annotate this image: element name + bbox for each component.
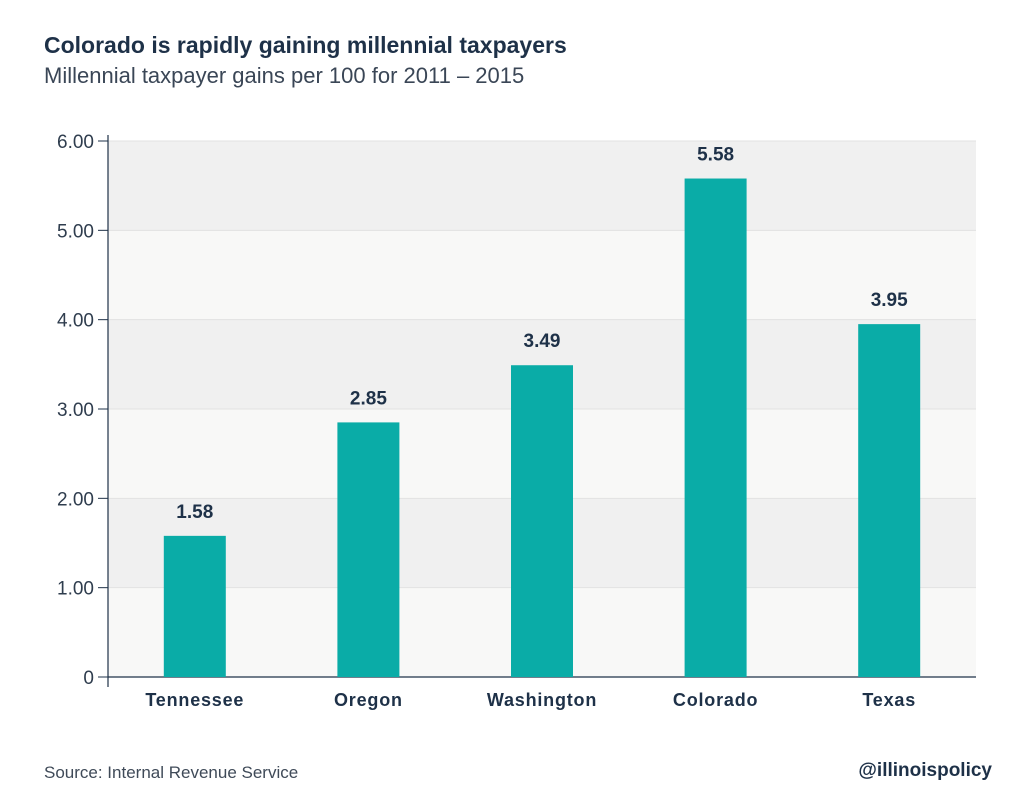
data-label: 5.58	[697, 145, 734, 166]
bar-colorado	[684, 178, 747, 677]
y-tick-label: 0	[83, 668, 94, 689]
y-tick-label: 6.00	[57, 132, 94, 153]
bar-oregon	[337, 422, 400, 677]
bar-tennessee	[163, 535, 226, 677]
data-label: 1.58	[176, 502, 213, 523]
chart-title: Colorado is rapidly gaining millennial t…	[44, 32, 567, 58]
y-tick-label: 4.00	[57, 311, 94, 332]
brand-handle: @illinoispolicy	[858, 760, 992, 781]
x-tick-label: Oregon	[334, 690, 403, 710]
data-label: 3.49	[524, 331, 561, 352]
x-tick-label: Colorado	[673, 690, 758, 710]
y-tick-label: 1.00	[57, 579, 94, 600]
y-tick-label: 2.00	[57, 489, 94, 510]
data-label: 3.95	[871, 290, 908, 311]
x-tick-label: Tennessee	[145, 690, 244, 710]
bar-texas	[858, 324, 921, 677]
y-tick-label: 5.00	[57, 221, 94, 242]
data-label: 2.85	[350, 388, 387, 409]
y-tick-label: 3.00	[57, 400, 94, 421]
chart-subtitle: Millennial taxpayer gains per 100 for 20…	[44, 63, 525, 88]
bar-washington	[511, 365, 573, 677]
plot-band	[108, 230, 976, 320]
x-tick-label: Texas	[862, 690, 916, 710]
plot-band	[108, 141, 976, 231]
x-tick-label: Washington	[487, 690, 597, 710]
source-note: Source: Internal Revenue Service	[44, 763, 299, 782]
